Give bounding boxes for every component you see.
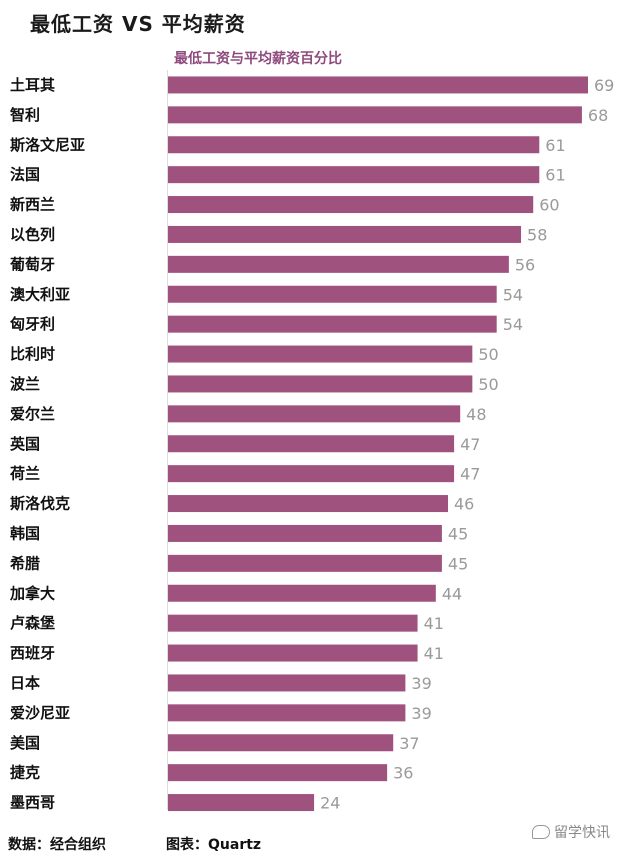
category-label: 韩国 xyxy=(10,524,40,542)
value-label: 24 xyxy=(320,794,340,813)
bar xyxy=(168,136,540,154)
value-label: 37 xyxy=(399,734,419,753)
bar xyxy=(168,255,509,273)
bar xyxy=(168,524,442,542)
value-label: 47 xyxy=(460,465,480,484)
chart-credit: 图表：Quartz xyxy=(166,837,262,853)
value-label: 45 xyxy=(448,524,468,543)
value-label: 60 xyxy=(539,196,559,215)
value-label: 58 xyxy=(527,225,547,244)
bar xyxy=(168,584,436,602)
value-label: 36 xyxy=(393,764,413,783)
bar xyxy=(168,375,473,393)
bar xyxy=(168,345,473,363)
bar xyxy=(168,196,534,214)
category-label: 土耳其 xyxy=(10,76,55,94)
bar xyxy=(168,285,497,303)
bar xyxy=(168,764,388,782)
data-source: 数据：经合组织 xyxy=(8,837,106,853)
value-label: 50 xyxy=(478,345,498,364)
value-label: 41 xyxy=(424,644,444,663)
value-label: 50 xyxy=(478,375,498,394)
category-label: 比利时 xyxy=(10,345,55,363)
chart-subtitle: 最低工资与平均薪资百分比 xyxy=(174,50,342,67)
category-label: 加拿大 xyxy=(9,584,55,602)
value-label: 46 xyxy=(454,495,474,514)
category-label: 以色列 xyxy=(10,225,55,243)
category-label: 日本 xyxy=(10,674,40,692)
value-label: 54 xyxy=(503,315,523,334)
bar xyxy=(168,315,497,333)
bar xyxy=(168,794,315,812)
category-label: 美国 xyxy=(10,734,40,752)
bar xyxy=(168,614,418,632)
category-label: 新西兰 xyxy=(10,196,55,214)
chat-bubble-icon xyxy=(532,825,550,839)
bar xyxy=(168,225,522,243)
category-label: 荷兰 xyxy=(10,465,40,483)
watermark-text: 留学快讯 xyxy=(554,825,610,841)
category-label: 斯洛伐克 xyxy=(10,495,70,513)
bar xyxy=(168,106,582,124)
value-label: 48 xyxy=(466,405,486,424)
category-label: 爱沙尼亚 xyxy=(10,704,70,722)
category-label: 法国 xyxy=(10,166,40,184)
category-label: 墨西哥 xyxy=(10,794,55,812)
category-label: 澳大利亚 xyxy=(10,285,70,303)
bar xyxy=(168,465,455,483)
value-label: 56 xyxy=(515,255,535,274)
value-label: 69 xyxy=(594,76,614,95)
category-label: 英国 xyxy=(10,435,40,453)
bar xyxy=(168,734,394,752)
chart-title: 最低工资 VS 平均薪资 xyxy=(30,12,246,36)
bar xyxy=(168,405,461,423)
bar xyxy=(168,435,455,453)
category-label: 斯洛文尼亚 xyxy=(10,136,85,154)
value-label: 61 xyxy=(545,166,565,185)
bar xyxy=(168,704,406,722)
bar xyxy=(168,76,588,94)
value-label: 68 xyxy=(588,106,608,125)
category-label: 希腊 xyxy=(10,554,40,572)
category-label: 爱尔兰 xyxy=(10,405,55,423)
watermark: 留学快讯 xyxy=(532,822,610,842)
value-label: 39 xyxy=(411,704,431,723)
value-label: 47 xyxy=(460,435,480,454)
bar xyxy=(168,554,442,572)
bar-chart: 最低工资与平均薪资百分比 土耳其 69 智利 68 斯洛文尼亚 61 法国 61 新西兰 60 以色… xyxy=(9,50,614,813)
value-label: 41 xyxy=(424,614,444,633)
category-label: 波兰 xyxy=(10,375,40,393)
value-label: 44 xyxy=(442,584,462,603)
value-label: 61 xyxy=(545,136,565,155)
category-label: 卢森堡 xyxy=(10,614,55,632)
category-label: 捷克 xyxy=(10,764,40,782)
category-label: 智利 xyxy=(10,106,40,124)
bar xyxy=(168,674,406,692)
bar xyxy=(168,644,418,662)
bar xyxy=(168,495,448,513)
value-label: 54 xyxy=(503,285,523,304)
value-label: 39 xyxy=(411,674,431,693)
category-label: 葡萄牙 xyxy=(9,255,55,273)
bar xyxy=(168,166,540,184)
category-label: 西班牙 xyxy=(10,644,55,662)
category-label: 匈牙利 xyxy=(10,315,55,333)
value-label: 45 xyxy=(448,554,468,573)
